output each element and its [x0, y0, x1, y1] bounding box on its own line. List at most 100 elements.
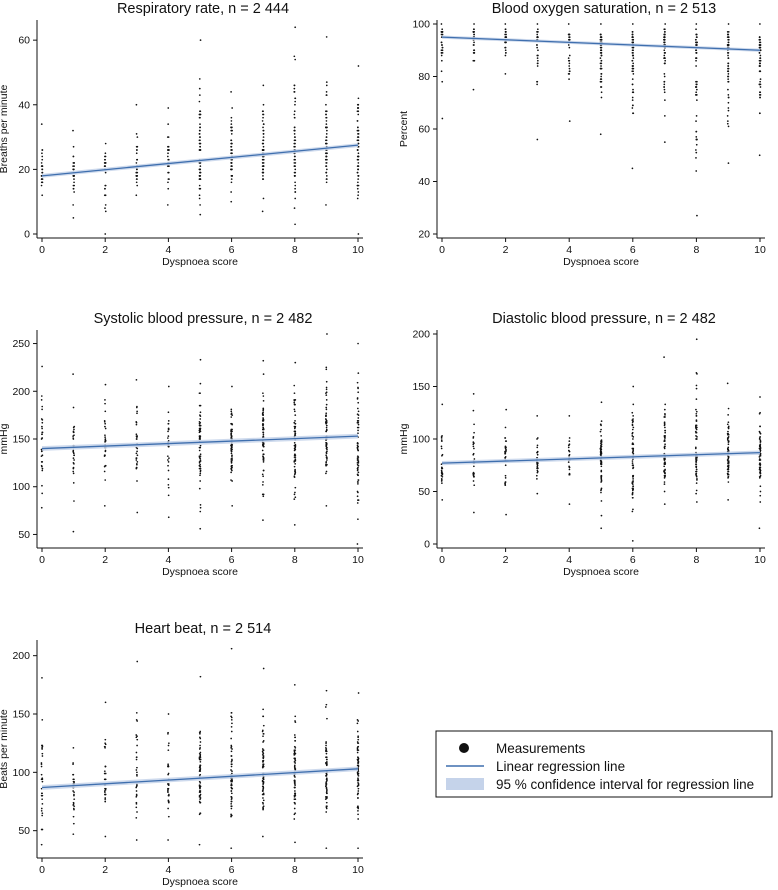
data-point — [261, 210, 264, 213]
data-point — [261, 473, 264, 476]
data-point — [231, 446, 233, 449]
data-point — [135, 452, 138, 455]
data-point — [231, 787, 234, 790]
data-point — [357, 103, 360, 106]
data-point — [727, 414, 729, 416]
data-point — [294, 715, 297, 718]
data-point — [325, 139, 328, 142]
y-tick-label: 100 — [12, 767, 30, 779]
x-tick-label: 10 — [754, 244, 766, 256]
data-point — [199, 165, 202, 168]
data-point — [357, 813, 359, 816]
regression-line — [441, 452, 761, 464]
data-point — [41, 165, 44, 168]
data-point — [41, 492, 44, 495]
data-point — [41, 718, 44, 721]
data-point — [504, 49, 507, 52]
data-point — [262, 802, 265, 805]
data-point — [568, 473, 571, 476]
data-point — [293, 465, 296, 468]
data-point — [294, 414, 297, 416]
data-point — [599, 57, 602, 59]
data-point — [294, 361, 297, 364]
data-point — [199, 527, 202, 530]
data-point — [759, 80, 761, 83]
data-point — [505, 36, 508, 38]
data-point — [664, 62, 666, 65]
data-point — [504, 23, 507, 25]
data-point — [357, 417, 360, 419]
data-point — [356, 184, 359, 187]
data-point — [663, 408, 666, 411]
data-point — [261, 120, 264, 122]
data-point — [230, 711, 233, 714]
data-point — [357, 97, 360, 100]
data-point — [326, 333, 328, 335]
data-point — [198, 487, 201, 490]
data-point — [199, 506, 202, 509]
data-point — [567, 57, 570, 59]
data-point — [599, 430, 602, 433]
data-point — [600, 500, 603, 502]
data-point — [262, 433, 265, 436]
data-point — [231, 142, 233, 145]
data-point — [135, 758, 138, 761]
data-point — [504, 481, 507, 483]
data-point — [167, 744, 170, 747]
data-point — [135, 711, 138, 714]
data-point — [599, 133, 602, 136]
data-point — [600, 73, 603, 75]
data-point — [695, 151, 698, 154]
data-point — [536, 478, 538, 480]
data-point — [104, 399, 106, 401]
data-point — [440, 23, 443, 25]
data-point — [326, 129, 328, 132]
data-point — [167, 749, 170, 752]
data-point — [356, 722, 359, 725]
data-point — [72, 406, 75, 409]
data-point — [294, 790, 296, 792]
data-point — [600, 527, 603, 530]
data-point — [294, 739, 296, 742]
data-point — [631, 33, 634, 36]
data-point — [199, 39, 202, 42]
data-point — [356, 136, 359, 138]
data-point — [262, 197, 265, 200]
data-point — [758, 456, 761, 458]
data-point — [262, 708, 264, 711]
data-point — [325, 94, 328, 96]
data-point — [472, 445, 475, 448]
data-point — [632, 496, 634, 499]
data-point — [166, 155, 169, 158]
data-point — [663, 356, 665, 358]
y-tick-label: 20 — [418, 229, 430, 241]
data-point — [631, 447, 634, 450]
data-point — [261, 793, 264, 796]
data-point — [758, 475, 761, 478]
data-point — [262, 724, 265, 727]
data-point — [663, 31, 666, 33]
data-point — [293, 753, 296, 756]
data-point — [293, 473, 296, 476]
data-point — [325, 123, 328, 126]
data-point — [600, 474, 603, 477]
x-tick-label: 6 — [229, 864, 235, 876]
data-point — [231, 454, 233, 457]
data-point — [231, 174, 234, 177]
data-point — [167, 787, 169, 790]
data-point — [262, 392, 264, 395]
data-point — [727, 57, 730, 59]
data-point — [230, 145, 232, 148]
data-point — [262, 162, 264, 164]
data-point — [103, 455, 106, 458]
data-point — [262, 443, 264, 446]
data-point — [136, 412, 138, 415]
data-point — [504, 52, 507, 54]
data-point — [695, 424, 698, 427]
data-point — [294, 454, 297, 457]
data-point — [40, 464, 43, 467]
data-point — [294, 434, 297, 437]
data-point — [167, 800, 170, 803]
data-point — [40, 763, 43, 766]
data-point — [504, 31, 507, 33]
